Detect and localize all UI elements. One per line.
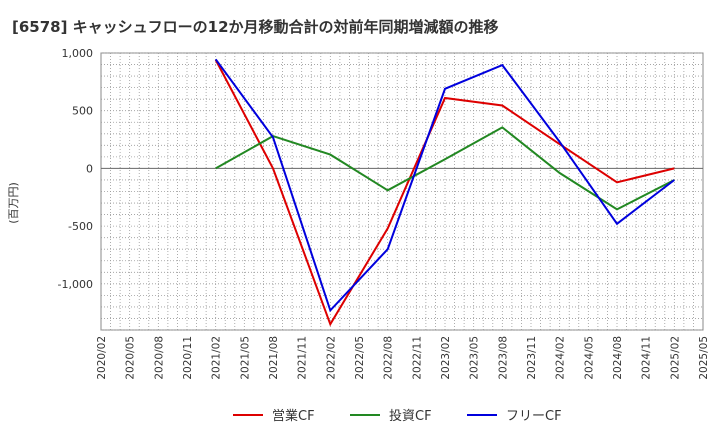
x-tick-label: 2020/11 [182,336,194,380]
x-tick-label: 2021/02 [211,336,223,380]
y-axis-label: (百万円) [7,182,20,224]
grid-layer [100,52,704,331]
x-tick-label: 2020/02 [96,336,108,380]
x-tick-label: 2020/08 [153,336,165,380]
y-tick-label: -500 [68,220,93,233]
x-tick-label: 2024/08 [612,336,624,380]
chart-title: [6578] キャッシュフローの12か月移動合計の対前年同期増減額の推移 [12,18,499,36]
x-tick-label: 2020/05 [125,336,137,380]
legend: 営業CF 投資CF フリーCF [233,408,562,424]
x-tick-label: 2024/05 [583,336,595,380]
legend-label: 営業CF [272,408,315,424]
series-layer [214,58,675,327]
axis-layer: 1,000 500 0 -500 -1,000 2020/02 2020/05 2020/08… [58,47,710,380]
x-tick-label: 2024/11 [641,336,653,380]
x-tick-label: 2023/02 [440,336,452,380]
x-tick-label: 2021/11 [297,336,309,380]
x-tick-label: 2021/05 [239,336,251,380]
x-tick-label: 2025/05 [698,336,710,380]
x-tick-label: 2022/08 [383,336,395,380]
x-tick-label: 2021/08 [268,336,280,380]
x-tick-label: 2022/05 [354,336,366,380]
x-tick-label: 2023/11 [526,336,538,380]
y-tick-label: 1,000 [62,47,94,60]
y-tick-label: 500 [72,105,93,118]
y-tick-label: 0 [86,162,93,175]
legend-label: 投資CF [389,408,432,424]
legend-label: フリーCF [506,409,562,424]
x-tick-label: 2024/02 [555,336,567,380]
y-tick-label: -1,000 [58,278,93,291]
x-tick-label: 2025/02 [669,336,681,380]
series-line [214,59,675,327]
x-tick-label: 2022/02 [325,336,337,380]
x-tick-label: 2022/11 [411,336,423,380]
x-tick-label: 2023/08 [497,336,509,380]
x-tick-label: 2023/05 [469,336,481,380]
series-line [214,58,675,313]
